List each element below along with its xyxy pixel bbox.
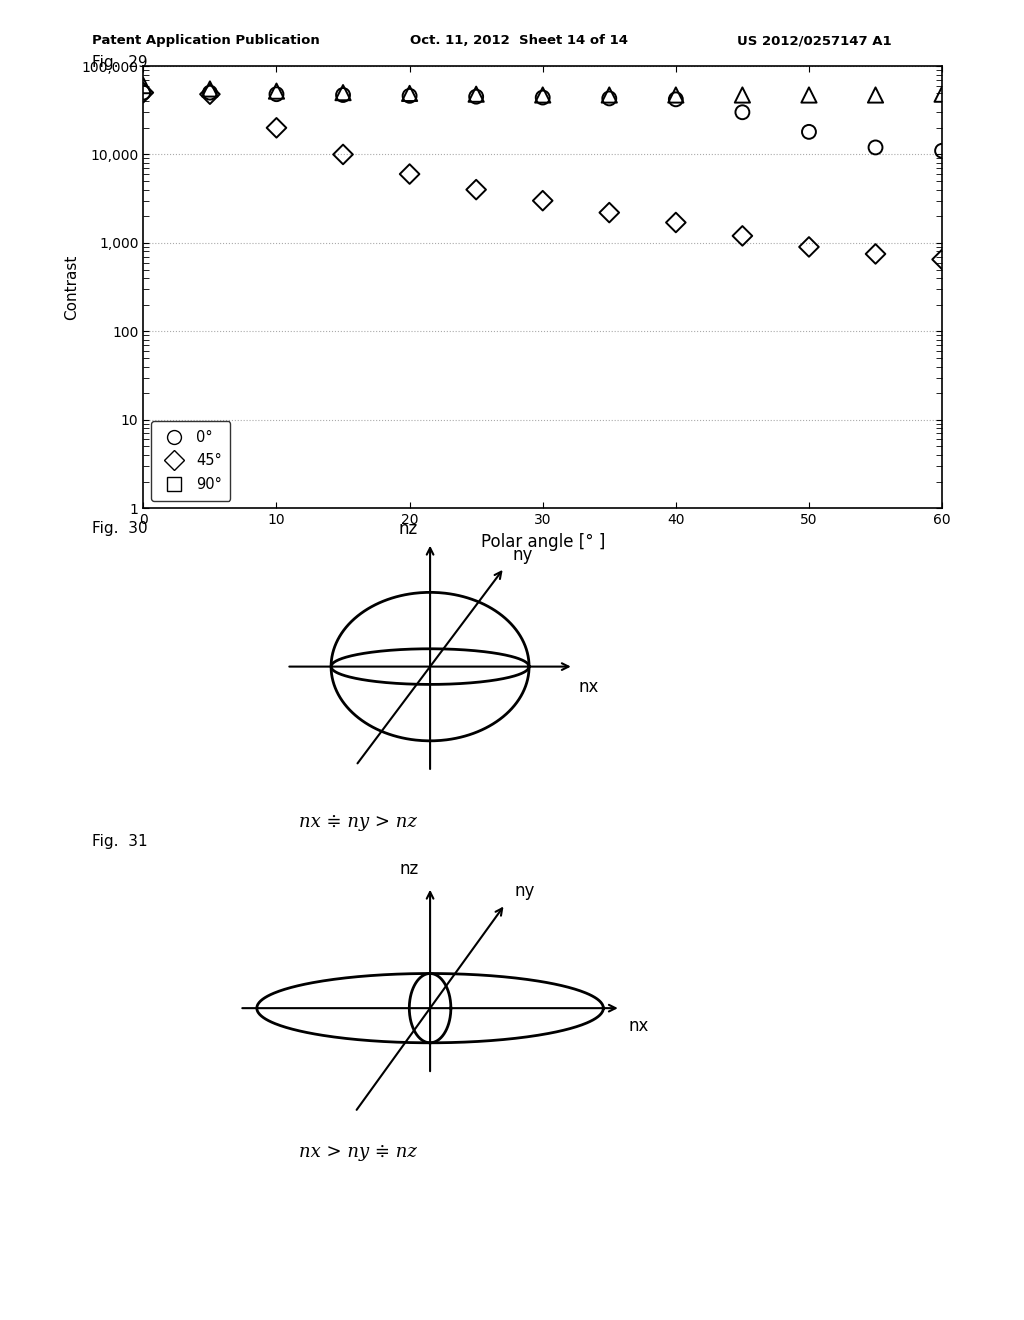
Text: US 2012/0257147 A1: US 2012/0257147 A1 xyxy=(737,34,892,48)
Point xyxy=(335,144,351,165)
Point xyxy=(934,83,950,104)
Point xyxy=(468,83,484,104)
Point xyxy=(335,82,351,103)
Point xyxy=(668,88,684,110)
Text: nx: nx xyxy=(629,1018,649,1035)
Text: Fig.  29: Fig. 29 xyxy=(92,55,147,70)
Text: nx: nx xyxy=(579,678,599,697)
Text: Fig.  30: Fig. 30 xyxy=(92,521,147,536)
Point xyxy=(535,84,551,106)
Point xyxy=(401,83,418,104)
Point xyxy=(401,164,418,185)
Text: nx ≑ ny > nz: nx ≑ ny > nz xyxy=(299,813,418,832)
Point xyxy=(934,140,950,161)
Point xyxy=(268,81,285,102)
Point xyxy=(202,78,218,99)
Point xyxy=(468,86,484,107)
Text: nz: nz xyxy=(399,859,419,878)
Point xyxy=(867,243,884,264)
Point xyxy=(801,121,817,143)
Point xyxy=(601,202,617,223)
Text: Patent Application Publication: Patent Application Publication xyxy=(92,34,319,48)
Point xyxy=(801,84,817,106)
Point xyxy=(734,84,751,106)
Text: ny: ny xyxy=(514,882,535,900)
Point xyxy=(135,82,152,103)
X-axis label: Polar angle [° ]: Polar angle [° ] xyxy=(480,532,605,550)
Point xyxy=(535,87,551,108)
Point xyxy=(535,190,551,211)
Point xyxy=(734,226,751,247)
Point xyxy=(734,102,751,123)
Point xyxy=(934,249,950,271)
Point xyxy=(135,75,152,96)
Point xyxy=(668,84,684,106)
Point xyxy=(601,84,617,106)
Text: Oct. 11, 2012  Sheet 14 of 14: Oct. 11, 2012 Sheet 14 of 14 xyxy=(410,34,628,48)
Text: Fig.  31: Fig. 31 xyxy=(92,834,147,849)
Legend: 0°, 45°, 90°: 0°, 45°, 90° xyxy=(151,421,230,500)
Text: nx > ny ≑ nz: nx > ny ≑ nz xyxy=(299,1143,418,1162)
Point xyxy=(268,83,285,104)
Point xyxy=(401,86,418,107)
Point xyxy=(135,82,152,103)
Text: ny: ny xyxy=(512,545,532,564)
Y-axis label: Contrast: Contrast xyxy=(63,255,79,319)
Point xyxy=(468,180,484,201)
Point xyxy=(335,84,351,106)
Point xyxy=(867,137,884,158)
Point xyxy=(867,84,884,106)
Point xyxy=(268,117,285,139)
Point xyxy=(202,82,218,103)
Point xyxy=(668,213,684,234)
Text: nz: nz xyxy=(399,520,418,539)
Point xyxy=(202,83,218,104)
Point xyxy=(801,236,817,257)
Point xyxy=(601,88,617,110)
